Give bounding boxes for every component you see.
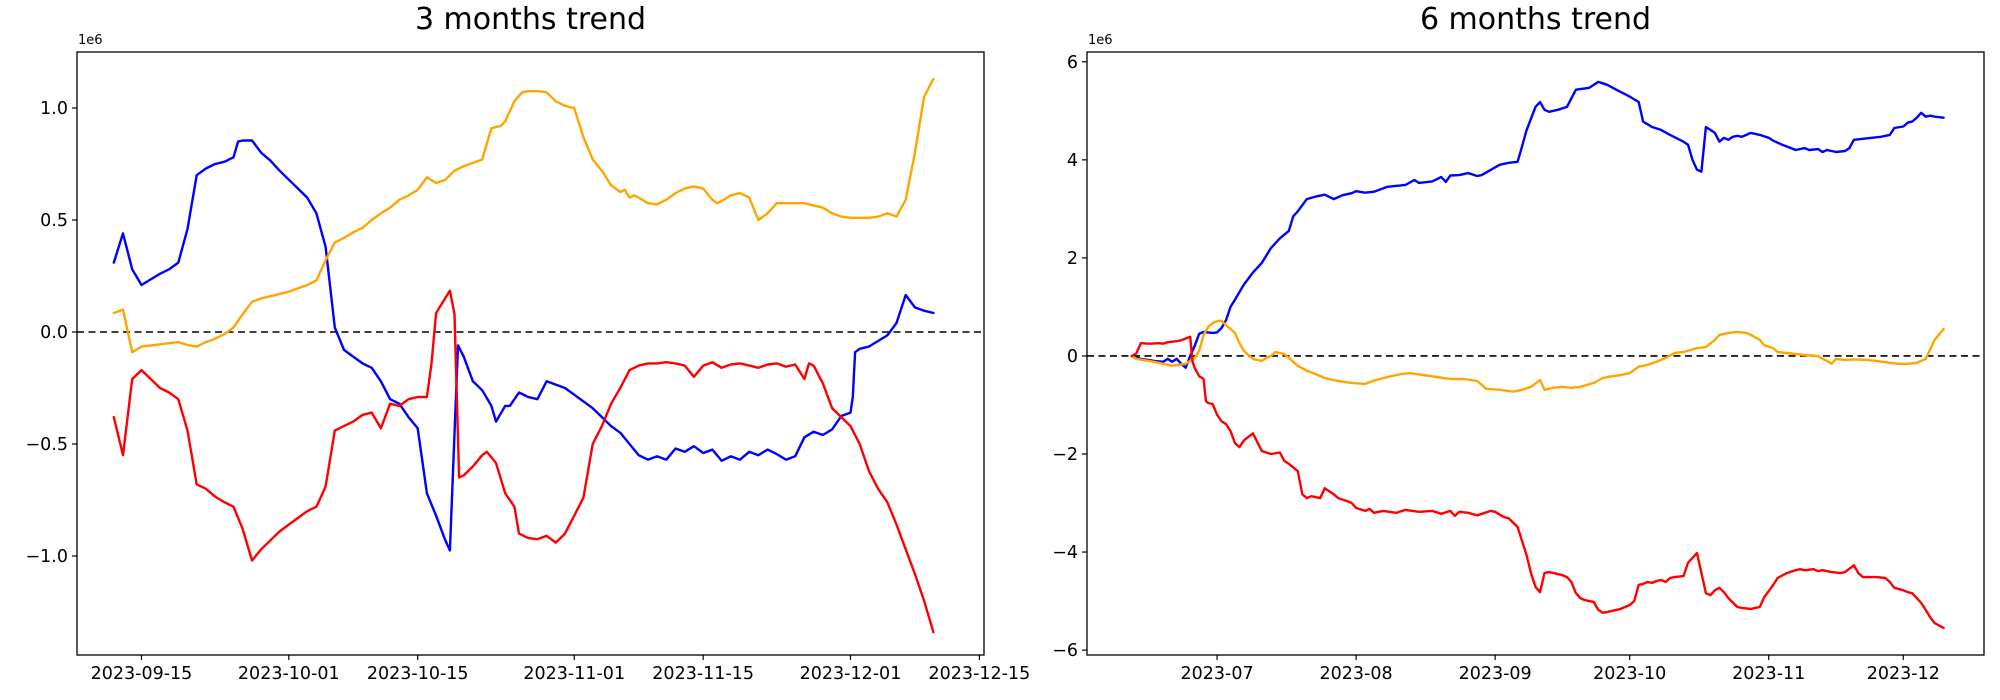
x-tick-label: 2023-12 (1867, 664, 1940, 684)
x-tick-label: 2023-11-15 (652, 664, 754, 684)
x-tick-label: 2023-11 (1732, 664, 1805, 684)
x-tick-label: 2023-10 (1593, 664, 1666, 684)
x-tick-label: 2023-08 (1320, 664, 1393, 684)
x-tick-label: 2023-10-15 (367, 664, 469, 684)
chart-title-3-months: 3 months trend (414, 2, 647, 37)
y-tick-label: 6 (1067, 53, 1078, 73)
line-red-series (112, 289, 935, 634)
y-axis-offset-label-left: 1e6 (78, 33, 103, 48)
y-tick-label: −6 (1052, 641, 1078, 661)
x-tick-label: 2023-12-01 (800, 664, 902, 684)
x-tick-label: 2023-07 (1181, 664, 1254, 684)
line-blue-series (112, 139, 935, 552)
axes-6-months-trend: 2023-07 2023-08 2023-09 2023-10 2023-11 2023-… (1052, 51, 1985, 684)
line-orange-series (112, 77, 935, 354)
y-axis-offset-label-right: 1e6 (1088, 33, 1113, 48)
x-tick-label: 2023-12-15 (929, 664, 1031, 684)
x-tick-label: 2023-09 (1459, 664, 1532, 684)
y-tick-label: −0.5 (26, 435, 69, 455)
y-tick-label: 0.5 (40, 211, 68, 231)
y-tick-label: −2 (1052, 445, 1078, 465)
axes-frame (76, 51, 985, 656)
line-red-series (1130, 335, 1945, 630)
y-tick-label: 2 (1067, 249, 1078, 269)
chart-title-6-months: 6 months trend (1419, 2, 1652, 37)
y-tick-label: 0 (1067, 347, 1078, 367)
x-tick-label: 2023-11-01 (523, 664, 625, 684)
line-orange-series (1130, 319, 1945, 393)
line-blue-series (1130, 80, 1945, 369)
y-tick-label: 1.0 (40, 99, 68, 119)
axes-frame (1086, 51, 1985, 656)
x-tick-label: 2023-10-01 (238, 664, 340, 684)
x-tick-label: 2023-09-15 (91, 664, 193, 684)
y-tick-label: 0.0 (40, 323, 68, 343)
y-tick-label: −4 (1052, 543, 1078, 563)
axes-3-months-trend: 2023-09-15 2023-10-01 2023-10-15 2023-11-01… (26, 51, 1031, 684)
y-tick-label: 4 (1067, 151, 1078, 171)
y-tick-label: −1.0 (26, 547, 69, 567)
